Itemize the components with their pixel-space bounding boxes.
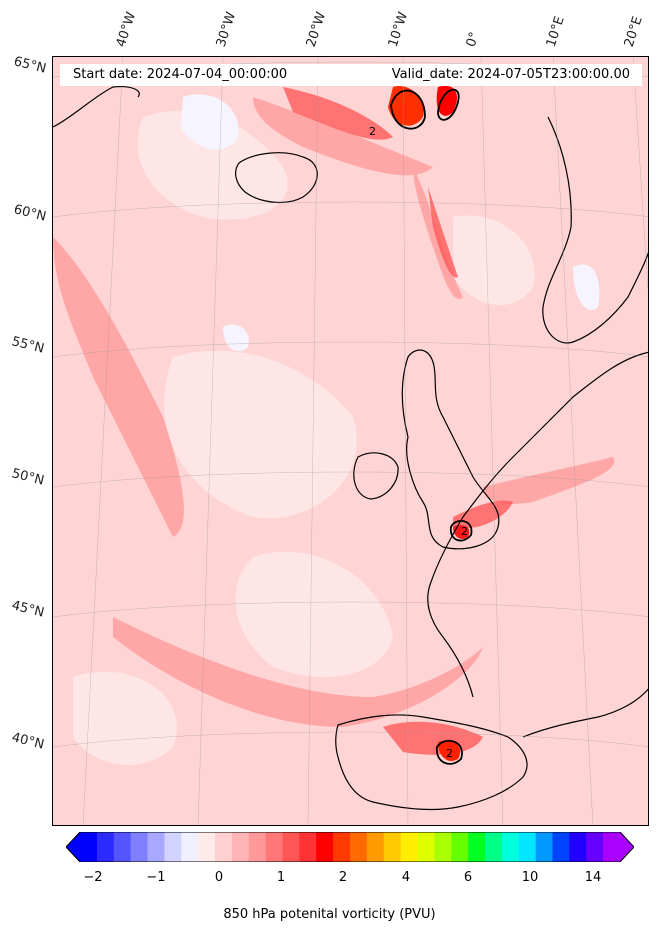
colorbar-cell <box>299 832 317 862</box>
colorbar-tick: 1 <box>276 870 286 885</box>
colorbar-tick: −2 <box>83 870 103 885</box>
lon-label-20e: 20°E <box>621 14 646 50</box>
colorbar-tick: 14 <box>584 870 602 885</box>
colorbar-cells <box>66 832 634 862</box>
colorbar-cell <box>569 832 587 862</box>
lat-label-55n: 55°N <box>10 334 46 357</box>
colorbar-cell <box>316 832 334 862</box>
colorbar-cell <box>535 832 553 862</box>
colorbar-cell <box>113 832 131 862</box>
lon-label-40w: 40°W <box>113 10 140 49</box>
lon-label-0: 0° <box>463 30 483 49</box>
lat-label-50n: 50°N <box>10 466 46 489</box>
colorbar-cell <box>552 832 570 862</box>
lat-label-65n: 65°N <box>12 54 48 77</box>
lat-label-45n: 45°N <box>10 598 46 621</box>
colorbar-cell <box>350 832 368 862</box>
lon-label-20w: 20°W <box>303 10 330 49</box>
colorbar-extend-max <box>620 832 634 862</box>
valid-date-label: Valid_date: 2024-07-05T23:00:00.00 <box>391 67 630 82</box>
colorbar-cell <box>485 832 503 862</box>
coastlines <box>53 86 648 811</box>
colorbar-cell <box>417 832 435 862</box>
colorbar-cell <box>96 832 115 862</box>
colorbar-title: 850 hPa potenital vorticity (PVU) <box>223 907 436 922</box>
colorbar-cell <box>501 832 520 862</box>
colorbar-tick: −1 <box>146 870 166 885</box>
lat-label-60n: 60°N <box>12 202 48 225</box>
colorbar-tick: 10 <box>521 870 539 885</box>
colorbar-tick: 0 <box>214 870 224 885</box>
contour-labels: 2 2 2 <box>369 125 468 760</box>
lon-label-10w: 10°W <box>385 10 412 49</box>
contour-label-1: 2 <box>369 125 376 138</box>
colorbar-cell <box>130 832 148 862</box>
colorbar-cell <box>215 832 233 862</box>
map-panel: 2 2 2 <box>52 56 649 826</box>
colorbar-cell <box>434 832 452 862</box>
vorticity-map: 2 2 2 <box>53 57 648 825</box>
graticule <box>53 57 648 825</box>
lat-label-40n: 40°N <box>10 730 46 753</box>
colorbar <box>66 832 634 862</box>
colorbar-cell <box>603 832 621 862</box>
field-white-patches <box>181 94 600 352</box>
colorbar-tick: 4 <box>401 870 411 885</box>
colorbar-cell <box>181 832 199 862</box>
colorbar-cell <box>147 832 165 862</box>
colorbar-cell <box>468 832 486 862</box>
colorbar-tick: 6 <box>463 870 473 885</box>
contour-lines <box>390 88 473 765</box>
date-info-bar: Start date: 2024-07-04_00:00:00 Valid_da… <box>60 64 642 86</box>
colorbar-cell <box>366 832 385 862</box>
colorbar-extend-min <box>66 832 80 862</box>
lon-label-10e: 10°E <box>543 14 568 50</box>
lon-label-30w: 30°W <box>213 10 240 49</box>
colorbar-cell <box>451 832 469 862</box>
colorbar-cell <box>333 832 351 862</box>
colorbar-cell <box>231 832 250 862</box>
colorbar-cell <box>518 832 536 862</box>
contour-label-3: 2 <box>446 747 453 760</box>
colorbar-cell <box>282 832 300 862</box>
colorbar-cell <box>80 832 98 862</box>
colorbar-cell <box>248 832 266 862</box>
contour-label-2: 2 <box>461 525 468 538</box>
colorbar-cell <box>265 832 283 862</box>
start-date-label: Start date: 2024-07-04_00:00:00 <box>73 67 288 82</box>
colorbar-cell <box>586 832 604 862</box>
colorbar-cell <box>198 832 216 862</box>
colorbar-cell <box>383 832 401 862</box>
colorbar-cell <box>400 832 418 862</box>
colorbar-cell <box>164 832 182 862</box>
colorbar-tick: 2 <box>338 870 348 885</box>
